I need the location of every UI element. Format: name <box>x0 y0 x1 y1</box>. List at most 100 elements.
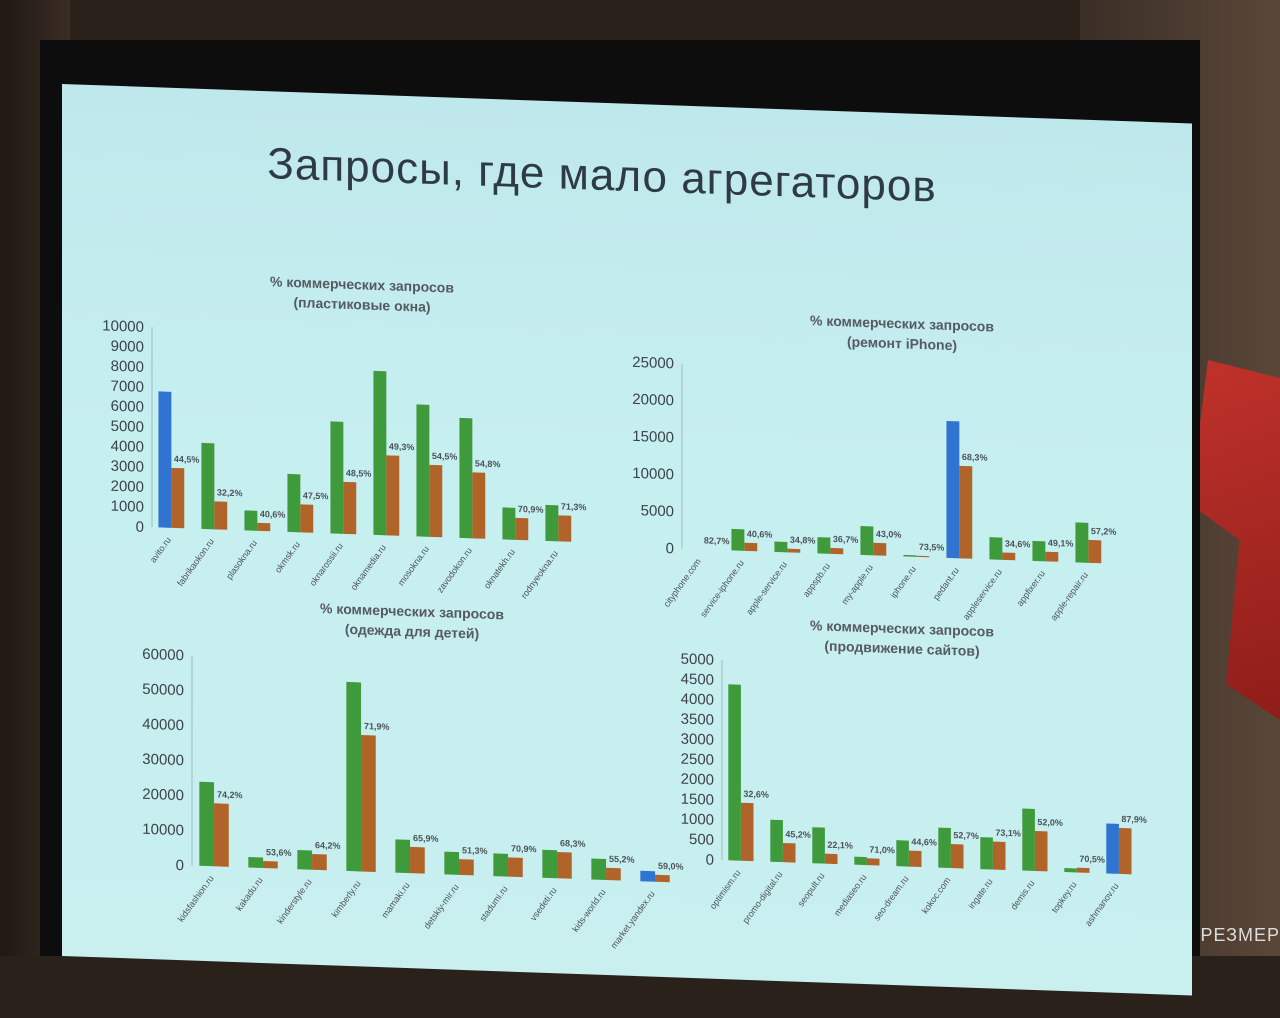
bar-orange <box>508 857 523 878</box>
bar-orange <box>257 522 271 532</box>
y-tick-label: 4000 <box>681 691 714 709</box>
slide: Запросы, где мало агрегаторов % коммерче… <box>62 84 1192 996</box>
bar-orange <box>950 844 964 869</box>
category-label: oknatekh.ru <box>482 547 517 591</box>
y-tick-label: 9000 <box>111 338 144 356</box>
chart-svg: 0 5000 10000 15000 20000 25000 82,7%cityphone.… <box>632 354 1117 622</box>
data-label: 64,2% <box>315 840 341 851</box>
bar-orange <box>171 467 185 529</box>
data-label: 54,5% <box>432 451 458 462</box>
y-tick-label: 4500 <box>681 671 714 689</box>
y-tick-label: 10000 <box>102 317 144 335</box>
bar-orange <box>459 859 474 876</box>
y-tick-label: 3000 <box>681 731 714 749</box>
bar-green <box>938 827 951 869</box>
y-tick-label: 5000 <box>641 502 674 520</box>
bar-green <box>896 840 909 867</box>
data-label: 55,2% <box>609 854 635 865</box>
bar-orange <box>782 842 796 863</box>
bar-orange <box>1118 827 1132 875</box>
bar-orange <box>866 858 880 866</box>
category-label: ashmanov.ru <box>1083 881 1121 928</box>
y-tick-label: 7000 <box>111 378 144 396</box>
bar-orange <box>830 547 844 555</box>
data-label: 74,2% <box>217 789 243 800</box>
bar-green <box>444 851 460 875</box>
y-tick-label: 5000 <box>111 418 144 436</box>
bar-green <box>817 537 831 554</box>
category-label: oknamedia.ru <box>349 543 388 593</box>
bar-green <box>1075 522 1089 563</box>
data-label: 70,9% <box>518 504 544 515</box>
category-label: okmsk.ru <box>273 540 302 575</box>
data-label: 52,7% <box>953 830 979 841</box>
y-tick-label: 20000 <box>632 391 674 409</box>
category-label: stadumi.ru <box>477 884 509 924</box>
data-label: 22,1% <box>827 840 853 851</box>
data-label: 73,5% <box>919 542 945 553</box>
chart-seo-promotion: % коммерческих запросов (продвижение сай… <box>662 610 1152 957</box>
data-label: 44,6% <box>911 837 937 848</box>
y-tick-label: 2000 <box>681 771 714 789</box>
bar-green <box>459 417 473 539</box>
brand-banner <box>1190 360 1280 720</box>
chart-svg: 0 500 1000 1500 2000 2500 3000 3500 4000 4500 5000… <box>681 651 1147 929</box>
category-label: mediaseo.ru <box>832 872 869 918</box>
bar-orange <box>429 464 443 538</box>
bar-green <box>1022 808 1035 871</box>
data-label: 71,9% <box>364 721 390 732</box>
data-label: 40,6% <box>260 509 286 520</box>
data-label: 49,1% <box>1048 538 1074 549</box>
category-label: fabrikaokon.ru <box>175 537 216 589</box>
bar-orange <box>410 846 425 874</box>
category-label: kakadu.ru <box>234 875 265 913</box>
category-label: service-iphone.ru <box>698 558 746 619</box>
category-label: my-apple.ru <box>840 563 875 607</box>
data-label: 48,5% <box>346 468 372 479</box>
category-label: avito.ru <box>148 535 173 565</box>
bar-green <box>201 442 215 530</box>
category-label: kimberly.ru <box>330 879 363 920</box>
data-label: 87,9% <box>1121 814 1147 825</box>
bar-orange <box>959 465 973 559</box>
bar-green <box>287 473 301 533</box>
brand-text: РЕЗМЕР <box>1200 925 1280 945</box>
bar-green <box>812 827 825 864</box>
data-label: 82,7% <box>704 535 730 546</box>
bar-orange <box>992 841 1006 870</box>
data-label: 70,9% <box>511 843 537 854</box>
y-tick-label: 25000 <box>632 354 674 372</box>
data-label: 53,6% <box>266 847 292 858</box>
y-tick-label: 1000 <box>111 498 144 516</box>
bar-green <box>248 857 264 869</box>
category-label: seo-dream.ru <box>872 874 911 923</box>
bar-orange <box>1088 539 1102 564</box>
category-label: appleservice.ru <box>961 567 1004 622</box>
bar-highlight <box>158 391 172 528</box>
y-tick-label: 1500 <box>681 791 714 809</box>
bar-green <box>770 819 783 863</box>
category-label: iphone.ru <box>888 564 918 600</box>
data-label: 51,3% <box>462 845 488 856</box>
category-label: mosokna.ru <box>396 544 431 588</box>
bar-orange <box>300 504 314 533</box>
bar-orange <box>312 853 327 871</box>
data-label: 73,1% <box>995 828 1021 839</box>
bar-orange <box>744 542 758 552</box>
bar-orange <box>343 481 357 535</box>
y-tick-label: 500 <box>689 831 714 849</box>
data-label: 59,0% <box>658 861 684 872</box>
bar-orange <box>1045 551 1059 562</box>
bar-orange <box>740 802 754 862</box>
data-label: 65,9% <box>413 833 439 844</box>
bar-highlight <box>946 420 960 559</box>
bar-green <box>1032 540 1046 562</box>
data-label: 57,2% <box>1091 526 1117 537</box>
category-label: detskiy-mir.ru <box>422 882 461 931</box>
data-label: 52,0% <box>1037 817 1063 828</box>
category-label: mamaki.ru <box>379 880 411 920</box>
y-tick-label: 0 <box>666 540 674 557</box>
category-label: ingate.ru <box>966 877 994 911</box>
y-tick-label: 1000 <box>681 811 714 829</box>
y-tick-label: 20000 <box>142 786 184 804</box>
